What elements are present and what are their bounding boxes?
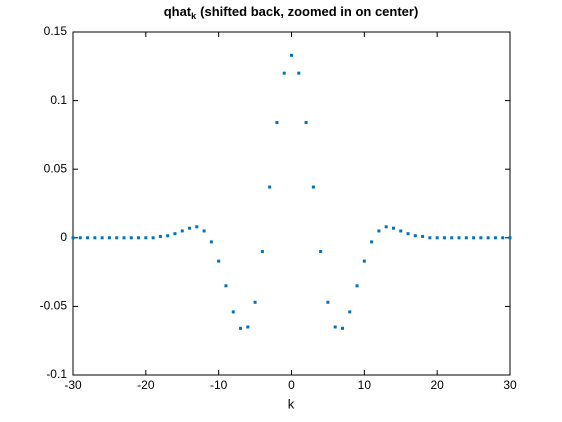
point [71, 236, 75, 240]
title-suffix: (shifted back, zoomed in on center) [200, 4, 418, 19]
point [246, 325, 250, 329]
y-tick-label: -0.1 [46, 367, 67, 381]
point [479, 236, 483, 240]
x-tick-label: -10 [210, 378, 228, 392]
point [333, 325, 337, 329]
point [290, 53, 293, 57]
point [508, 236, 512, 240]
point [297, 71, 301, 75]
point [370, 240, 374, 244]
point [224, 284, 228, 288]
x-tick-label: 10 [358, 378, 372, 392]
point [86, 236, 90, 240]
point [115, 236, 119, 240]
point [355, 284, 359, 288]
point [282, 71, 286, 75]
point [78, 236, 82, 240]
point [457, 236, 461, 240]
title-subscript: k [191, 11, 197, 21]
x-tick-label: -20 [137, 378, 155, 392]
point [442, 236, 446, 240]
x-axis-label: k [288, 396, 295, 411]
y-tick-label: 0.15 [44, 24, 68, 38]
point [195, 225, 199, 229]
y-tick-label: 0 [60, 230, 67, 244]
point [275, 121, 279, 125]
point [421, 234, 425, 238]
point [209, 240, 213, 244]
point [435, 236, 439, 240]
point [100, 236, 104, 240]
y-tick-label: 0.1 [50, 93, 67, 107]
x-tick-label: -30 [64, 378, 82, 392]
y-tick-label: -0.05 [40, 299, 68, 313]
x-tick-label: 20 [430, 378, 444, 392]
point [391, 226, 395, 230]
point [231, 310, 235, 314]
point [340, 326, 344, 330]
point [180, 229, 184, 233]
chart-title: qhatk (shifted back, zoomed in on center) [164, 4, 419, 21]
point [464, 236, 468, 240]
point [406, 232, 410, 236]
point [260, 250, 264, 254]
point [93, 236, 97, 240]
y-tick-label: 0.05 [44, 161, 68, 175]
title-main: qhat [164, 4, 192, 19]
point [122, 236, 126, 240]
point [311, 185, 315, 189]
point [158, 234, 162, 238]
point [188, 226, 192, 230]
point [450, 236, 454, 240]
point [472, 236, 476, 240]
point [399, 229, 403, 233]
point [362, 259, 366, 263]
point [202, 229, 206, 233]
point [129, 236, 133, 240]
point [326, 300, 330, 304]
x-tick-label: 0 [288, 378, 295, 392]
point [384, 225, 388, 229]
point [173, 232, 177, 236]
point [253, 300, 257, 304]
point [486, 236, 490, 240]
point [166, 234, 170, 238]
point [501, 236, 505, 240]
point [151, 236, 155, 240]
point [107, 236, 111, 240]
point [377, 229, 381, 233]
point [493, 236, 497, 240]
point [217, 259, 221, 263]
point [304, 121, 308, 125]
point [428, 236, 432, 240]
point [268, 185, 272, 189]
point [413, 234, 417, 238]
point [319, 250, 323, 254]
point [137, 236, 141, 240]
point [348, 310, 352, 314]
x-tick-label: 30 [503, 378, 517, 392]
point [239, 326, 243, 330]
point [144, 236, 148, 240]
